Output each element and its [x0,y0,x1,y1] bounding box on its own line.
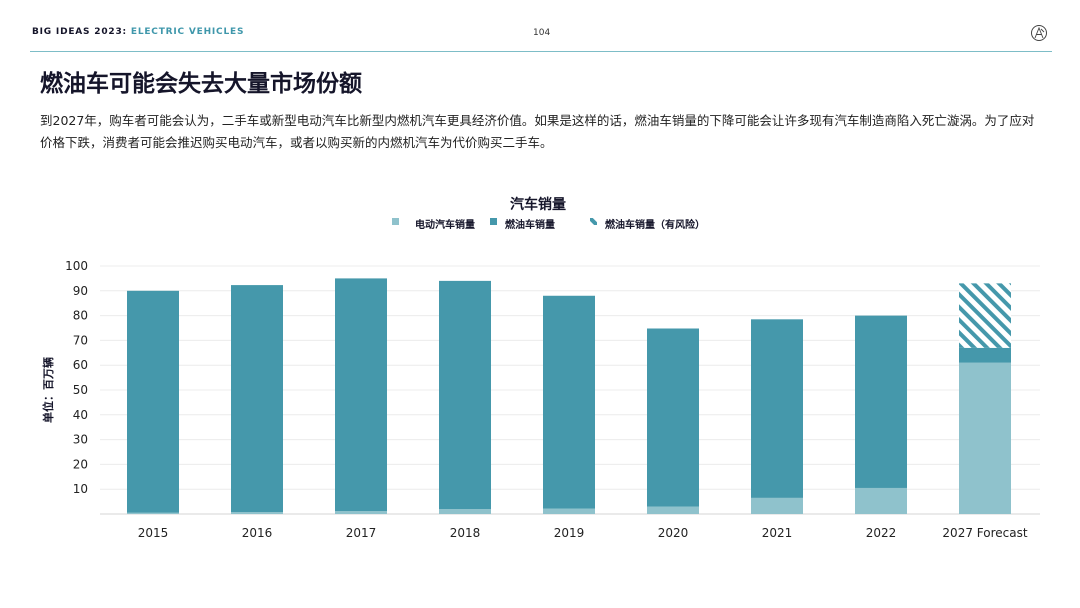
bar-ev-2019 [543,508,595,514]
y-tick-label: 20 [73,457,88,471]
report-brand: BIG IDEAS 2023: [32,27,127,37]
y-tick-label: 90 [73,284,88,298]
bar-ev-2022 [855,487,907,514]
report-topic: ELECTRIC VEHICLES [130,27,245,37]
x-tick-label: 2021 [762,526,793,540]
x-axis: 2015 2016 2017 2018 2019 2020 2021 2022 2027 For… [138,526,1028,540]
header-divider [30,51,1052,52]
bar-ev-2015 [127,512,179,514]
y-tick-label: 30 [73,433,88,447]
y-axis: 10 20 30 40 50 60 70 80 90 100 [65,259,88,496]
y-axis-label: 单位：百万辆 [41,357,55,423]
bar-ev-2020 [647,506,699,514]
page-description: 到2027年，购车者可能会认为，二手车或新型电动汽车比新型内燃机汽车更具经济价值… [40,113,1035,150]
bar-ice-at-risk-2027-forecast [959,283,1011,348]
bar-ev-2021 [751,497,803,514]
chart-legend: 电动汽车销量 燃油车销量 燃油车销量（有风险） [392,218,705,231]
report-header: BIG IDEAS 2023: ELECTRIC VEHICLES [32,27,244,37]
bar-ice-2019 [543,295,595,509]
legend-swatch [490,218,497,225]
x-tick-label: 2020 [658,526,689,540]
bar-ev-2016 [231,512,283,514]
bar-ice-2016 [231,285,283,513]
x-tick-label: 2015 [138,526,169,540]
legend-label: 燃油车销量 [505,218,555,231]
bar-ice-2017 [335,278,387,512]
legend-label: 电动汽车销量 [415,218,475,231]
y-tick-label: 80 [73,309,88,323]
page-number: 104 [533,28,551,38]
y-tick-label: 100 [65,259,88,273]
bar-ev-2017 [335,511,387,514]
legend-swatch [590,218,597,225]
ark-logo-icon [1031,25,1047,41]
x-tick-label: 2018 [450,526,481,540]
x-tick-label: 2016 [242,526,273,540]
bar-ice-2022 [855,315,907,488]
y-tick-label: 40 [73,408,88,422]
bar-ice-2020 [647,328,699,507]
x-tick-label: 2019 [554,526,585,540]
bar-ice-2021 [751,319,803,498]
legend-swatch [392,218,399,225]
bar-ice-2018 [439,280,491,510]
bar-ice-2027-forecast [959,347,1011,363]
page-title: 燃油车可能会失去大量市场份额 [40,71,362,97]
x-tick-label: 2022 [866,526,897,540]
chart-bars [127,278,1011,514]
x-tick-label: 2017 [346,526,377,540]
legend-label: 燃油车销量（有风险） [605,218,705,231]
chart-title: 汽车销量 [510,196,566,213]
bar-ice-2015 [127,290,179,513]
bar-ev-2027-forecast [959,362,1011,514]
y-tick-label: 70 [73,333,88,347]
y-tick-label: 50 [73,383,88,397]
y-tick-label: 10 [73,482,88,496]
y-tick-label: 60 [73,358,88,372]
bar-ev-2018 [439,509,491,514]
x-tick-label: 2027 Forecast [942,526,1027,540]
